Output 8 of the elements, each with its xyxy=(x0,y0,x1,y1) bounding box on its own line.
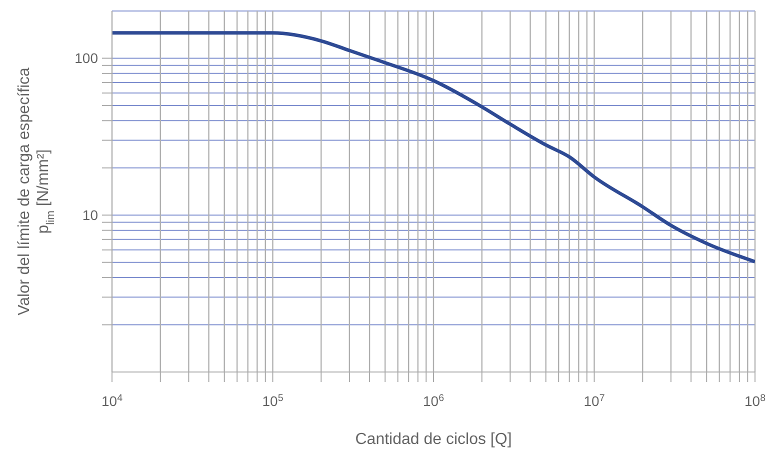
x-tick-label: 10$^{8}$ xyxy=(744,392,766,409)
x-axis-title: Cantidad de ciclos [Q] xyxy=(355,431,512,448)
x-tick-label: 10$^{4}$ xyxy=(101,392,124,409)
y-tick-label: 10 xyxy=(82,207,98,224)
x-tick-label: 10$^{7}$ xyxy=(584,392,605,409)
x-tick-label: 10$^{6}$ xyxy=(422,392,445,409)
y-tick-label: 100 xyxy=(74,50,98,66)
x-tick-label: 10$^{5}$ xyxy=(262,392,284,409)
